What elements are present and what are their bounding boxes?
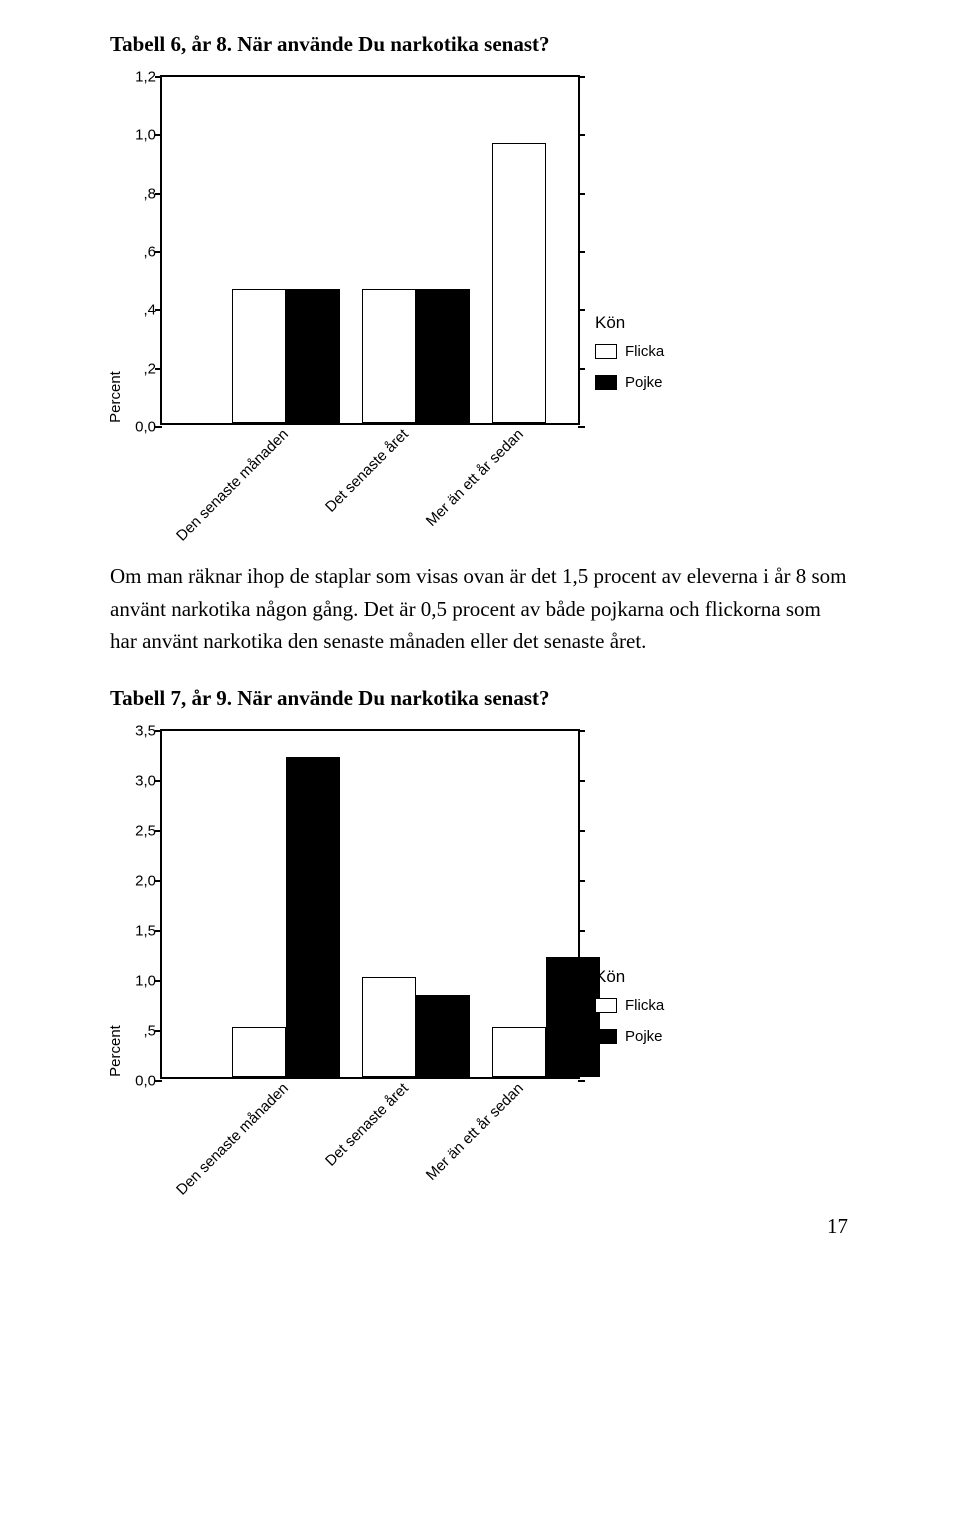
y-axis-title: Percent — [107, 1025, 124, 1077]
chart1-plot-frame: 1,21,0,8,6,4,20,0PercentDen senaste måna… — [160, 75, 580, 425]
legend-swatch — [595, 998, 617, 1013]
bar — [232, 289, 286, 423]
bar — [362, 289, 416, 423]
bar — [416, 995, 470, 1077]
legend-label: Flicka — [625, 997, 664, 1014]
y-axis-title: Percent — [107, 371, 124, 423]
y-tick-mark — [578, 368, 585, 370]
chart2-legend: Kön Flicka Pojke — [595, 967, 664, 1059]
legend-label: Pojke — [625, 1028, 663, 1045]
chart2-plot-frame: 3,53,02,52,01,51,0,50,0PercentDen senast… — [160, 729, 580, 1079]
y-tick-mark — [155, 1080, 162, 1082]
legend-item: Pojke — [595, 374, 664, 391]
y-tick-mark — [155, 134, 162, 136]
y-tick-mark — [578, 134, 585, 136]
y-tick-mark — [155, 309, 162, 311]
bar — [286, 289, 340, 423]
legend-item: Flicka — [595, 997, 664, 1014]
bar — [492, 1027, 546, 1077]
bar — [232, 1027, 286, 1077]
y-tick-mark — [578, 309, 585, 311]
y-tick-mark — [578, 980, 585, 982]
y-tick-mark — [578, 780, 585, 782]
x-category-label: Det senaste året — [319, 423, 412, 516]
chart2-heading: Tabell 7, år 9. När använde Du narkotika… — [110, 686, 850, 711]
y-tick-mark — [578, 1030, 585, 1032]
y-tick-mark — [155, 76, 162, 78]
y-tick-mark — [578, 930, 585, 932]
legend-item: Pojke — [595, 1028, 664, 1045]
y-tick-mark — [578, 193, 585, 195]
chart1-bars-layer — [162, 77, 578, 423]
legend-label: Pojke — [625, 374, 663, 391]
chart1-heading: Tabell 6, år 8. När använde Du narkotika… — [110, 32, 850, 57]
legend-swatch — [595, 375, 617, 390]
chart1-legend: Kön Flicka Pojke — [595, 313, 664, 405]
y-tick-mark — [578, 426, 585, 428]
legend-swatch — [595, 344, 617, 359]
y-tick-mark — [155, 368, 162, 370]
bar — [362, 977, 416, 1077]
y-tick-mark — [578, 1080, 585, 1082]
legend-title: Kön — [595, 967, 664, 987]
legend-title: Kön — [595, 313, 664, 333]
y-tick-mark — [155, 251, 162, 253]
y-tick-mark — [155, 426, 162, 428]
chart2-bars-layer — [162, 731, 578, 1077]
x-category-label: Den senaste månaden — [170, 423, 292, 545]
y-tick-mark — [155, 880, 162, 882]
x-category-label: Mer än ett år sedan — [420, 1077, 527, 1184]
chart2: 3,53,02,52,01,51,0,50,0PercentDen senast… — [110, 729, 700, 1079]
x-category-label: Den senaste månaden — [170, 1077, 292, 1199]
bar — [546, 957, 600, 1077]
body-paragraph: Om man räknar ihop de staplar som visas … — [110, 560, 850, 658]
page-number: 17 — [110, 1214, 850, 1239]
chart1: 1,21,0,8,6,4,20,0PercentDen senaste måna… — [110, 75, 700, 425]
y-tick-mark — [155, 780, 162, 782]
y-tick-mark — [155, 830, 162, 832]
y-tick-mark — [578, 880, 585, 882]
bar — [286, 757, 340, 1077]
y-tick-mark — [155, 930, 162, 932]
y-tick-mark — [578, 730, 585, 732]
y-tick-mark — [155, 730, 162, 732]
y-tick-mark — [155, 1030, 162, 1032]
y-tick-mark — [578, 251, 585, 253]
y-tick-mark — [578, 830, 585, 832]
y-tick-mark — [155, 980, 162, 982]
legend-label: Flicka — [625, 343, 664, 360]
x-category-label: Mer än ett år sedan — [420, 423, 527, 530]
legend-swatch — [595, 1029, 617, 1044]
legend-item: Flicka — [595, 343, 664, 360]
bar — [492, 143, 546, 423]
y-tick-mark — [155, 193, 162, 195]
bar — [416, 289, 470, 423]
x-category-label: Det senaste året — [319, 1077, 412, 1170]
y-tick-mark — [578, 76, 585, 78]
